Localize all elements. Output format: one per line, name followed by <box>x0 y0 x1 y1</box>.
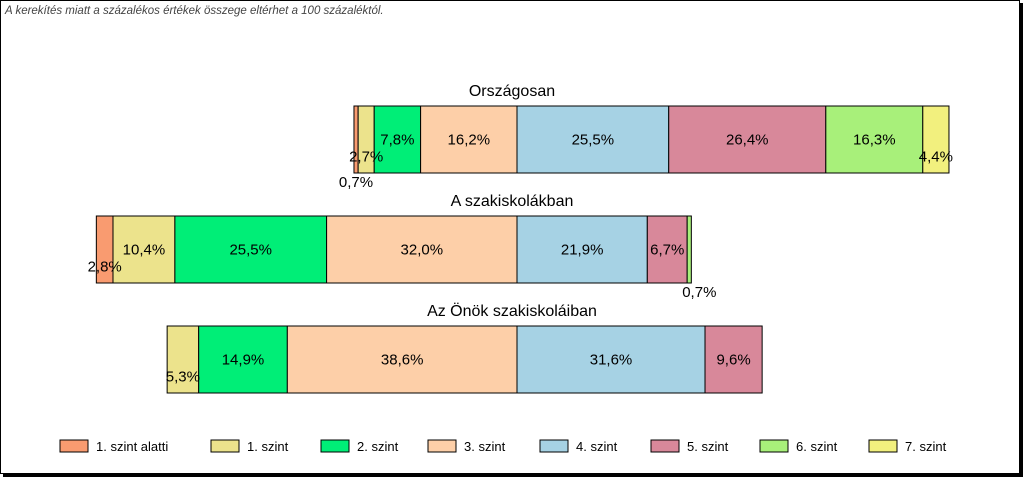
bar-segment <box>198 325 288 394</box>
bar-segment <box>326 215 518 284</box>
bar-segment <box>704 325 763 394</box>
data-label: 31,6% <box>590 352 633 369</box>
data-label: 25,5% <box>572 132 615 149</box>
data-label: 26,4% <box>726 132 769 149</box>
data-label: 0,7% <box>682 284 716 301</box>
legend-label: 6. szint <box>796 439 838 454</box>
data-label: 6,7% <box>650 242 684 259</box>
bar-title-2: A szakiskolákban <box>451 193 574 210</box>
bar-segment <box>686 215 692 284</box>
legend-label: 1. szint alatti <box>96 439 168 454</box>
data-label: 21,9% <box>561 242 604 259</box>
data-label: 2,8% <box>88 259 122 276</box>
data-label: 25,5% <box>229 242 272 259</box>
data-label: 10,4% <box>123 242 166 259</box>
bar-segment <box>112 215 176 284</box>
bar-segment <box>646 215 688 284</box>
legend-label: 1. szint <box>247 439 289 454</box>
data-label: 14,9% <box>222 352 265 369</box>
data-label: 32,0% <box>401 242 444 259</box>
bar-segment <box>286 325 518 394</box>
bar-title-3: Az Önök szakiskoláiban <box>427 302 597 320</box>
bar-segment <box>174 215 328 284</box>
rounding-note: A kerekítés miatt a százalékos értékek ö… <box>5 5 384 17</box>
legend-swatch <box>759 439 789 453</box>
legend-label: 5. szint <box>687 439 729 454</box>
data-label: 5,3% <box>166 369 200 386</box>
legend-swatch <box>320 439 350 453</box>
data-label: 2,7% <box>349 149 383 166</box>
legend-swatch <box>868 439 898 453</box>
bar-segment <box>825 105 924 174</box>
data-label: 0,7% <box>339 174 373 191</box>
legend-swatch <box>59 439 89 453</box>
legend-label: 4. szint <box>576 439 618 454</box>
legend-swatch <box>427 439 457 453</box>
legend-swatch <box>210 439 240 453</box>
bar-segment <box>373 105 422 174</box>
data-label: 16,3% <box>853 132 896 149</box>
bar-segment <box>420 105 518 174</box>
legend-label: 3. szint <box>464 439 506 454</box>
bar-segment <box>922 105 950 174</box>
legend-swatch <box>650 439 680 453</box>
legend-swatch <box>539 439 569 453</box>
bar-title-1: Országosan <box>469 83 555 100</box>
legend-label: 2. szint <box>357 439 399 454</box>
data-label: 7,8% <box>380 132 414 149</box>
data-label: 4,4% <box>919 149 953 166</box>
legend-label: 7. szint <box>905 439 947 454</box>
bar-segment <box>668 105 827 174</box>
data-label: 9,6% <box>716 352 750 369</box>
bar-segment <box>516 325 706 394</box>
data-label: 16,2% <box>448 132 491 149</box>
data-label: 38,6% <box>381 352 424 369</box>
